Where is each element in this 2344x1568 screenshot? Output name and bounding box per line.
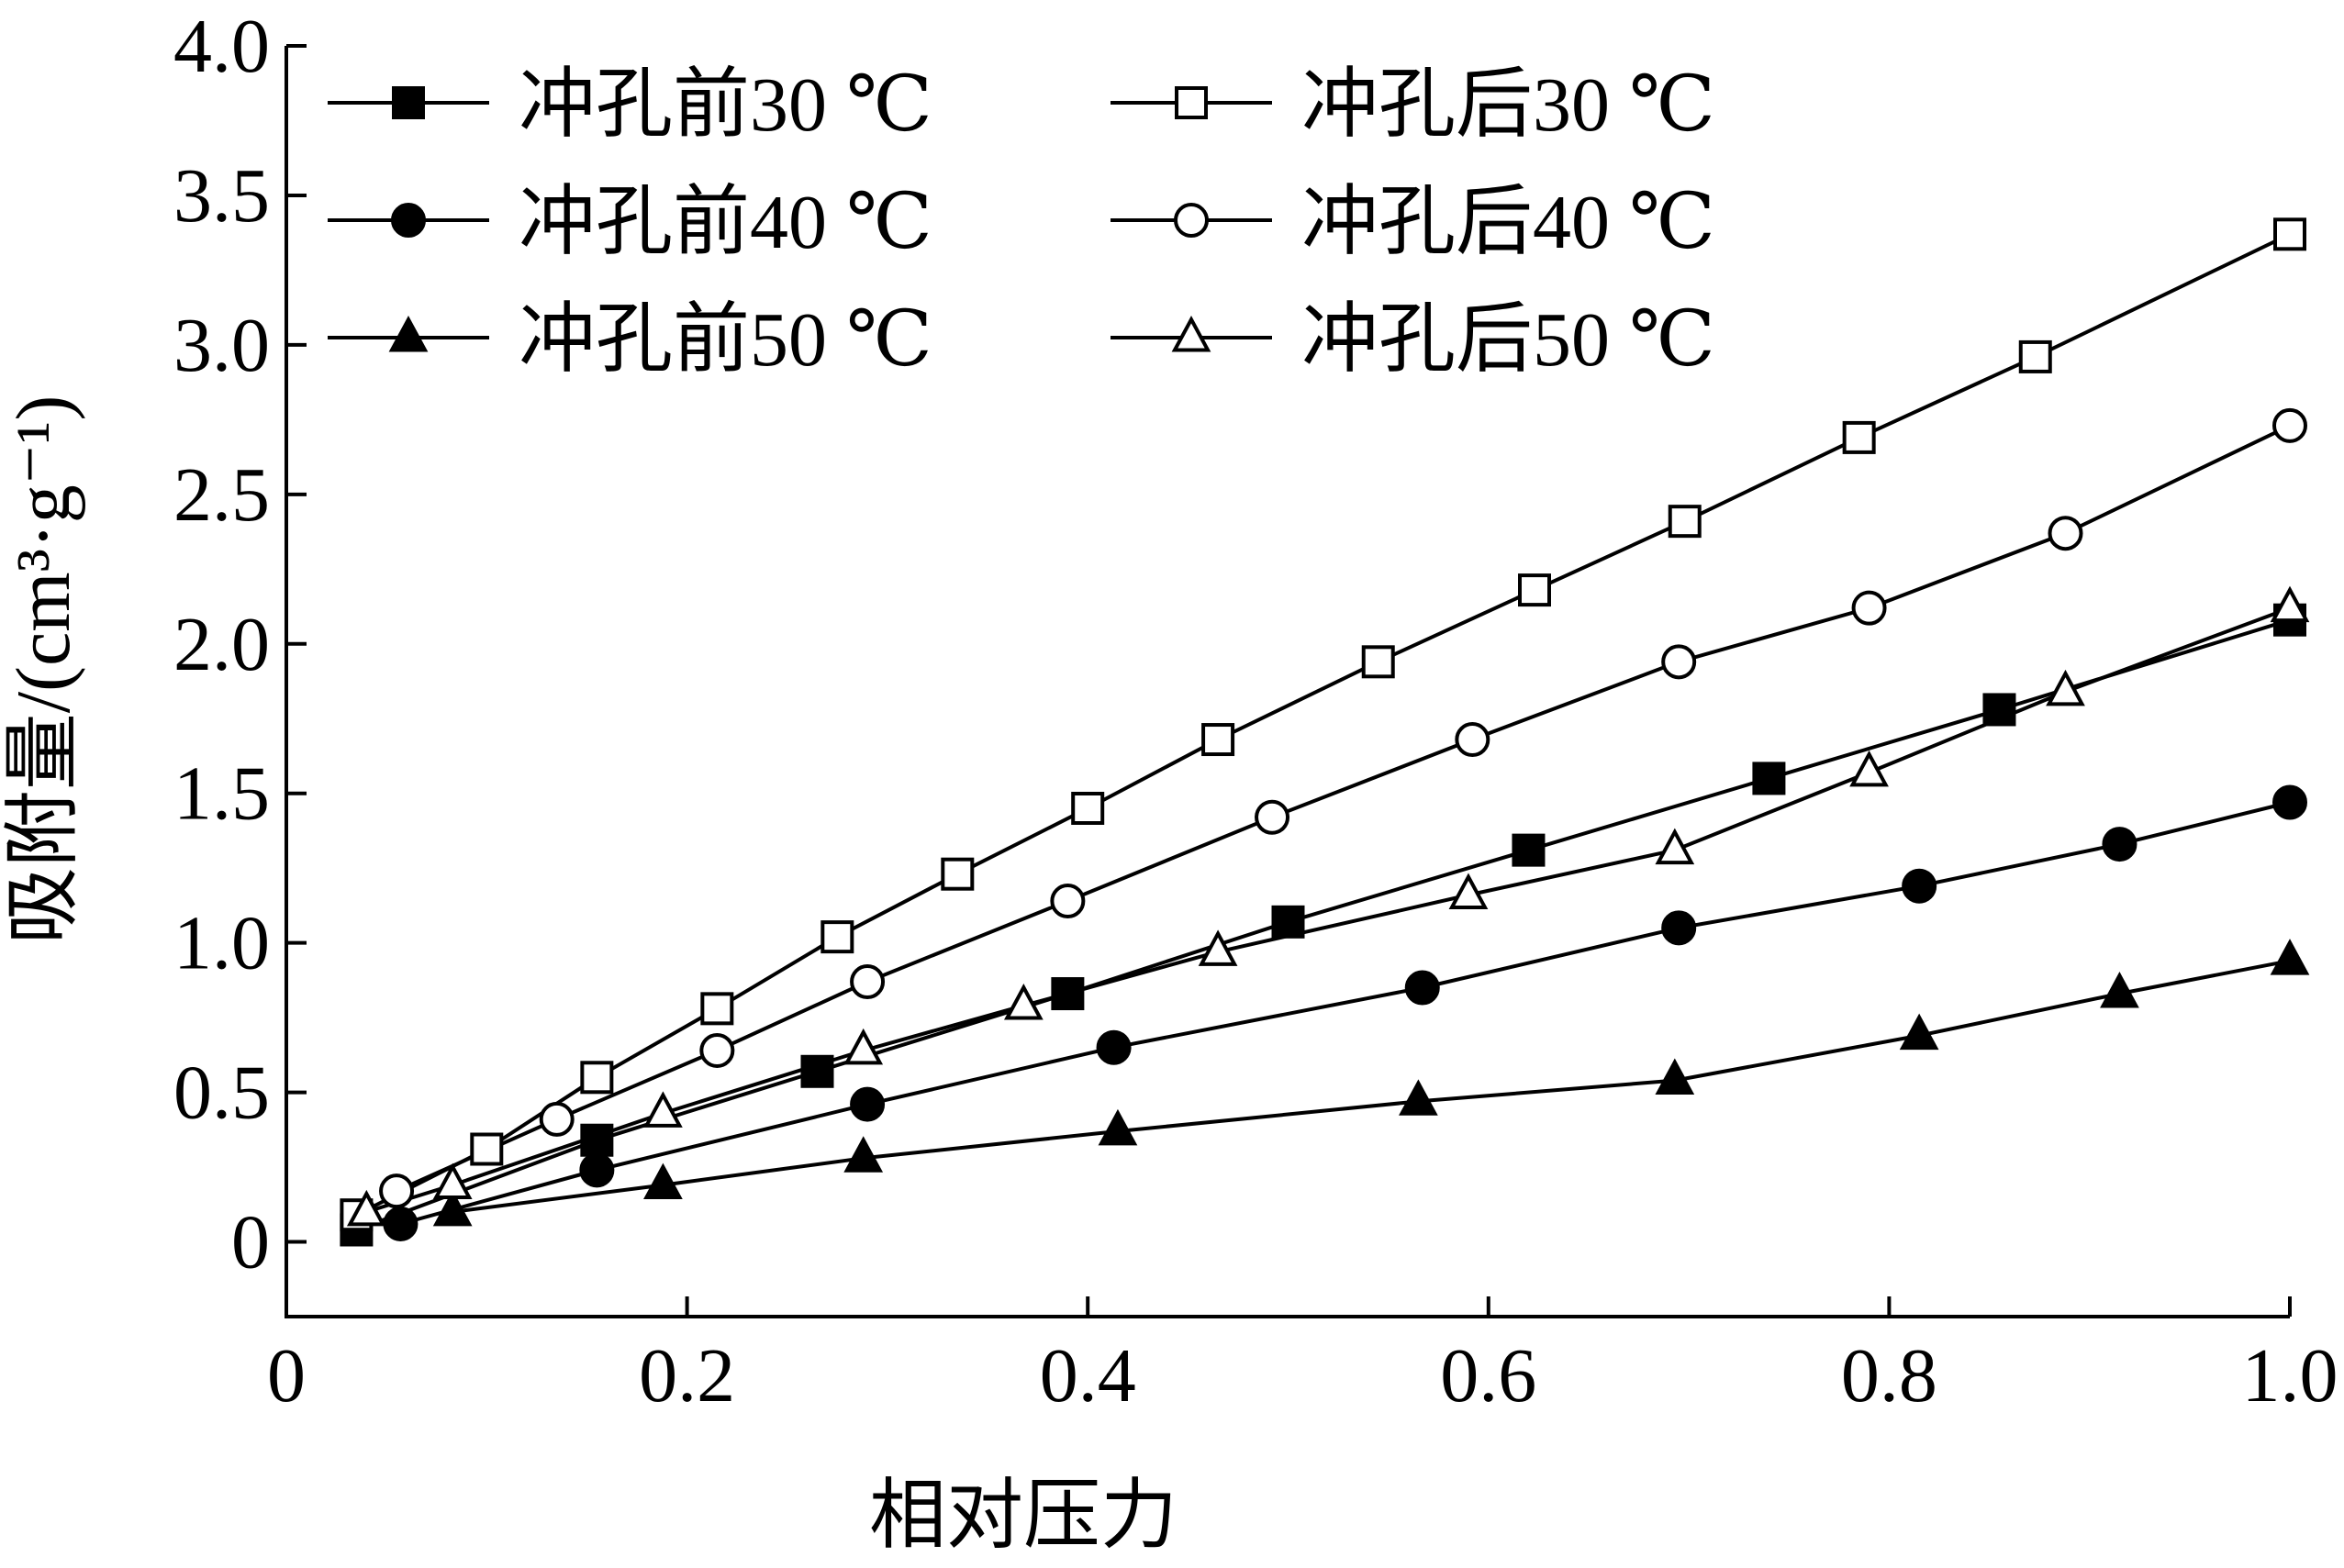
data-point-2 [2102,827,2138,862]
y-tick-label: 0.5 [173,1051,270,1136]
data-point-4 [1842,420,1876,454]
data-point-3 [432,1189,473,1227]
x-tick-label: 0.4 [1040,1333,1136,1418]
series-line-4 [355,232,2291,1217]
series-lines [355,232,2291,1232]
data-point-3 [2270,939,2310,975]
data-point-5 [2272,407,2307,443]
data-point-6 [1849,750,1889,787]
series-line-2 [399,800,2291,1226]
data-point-4 [700,992,734,1026]
data-point-3 [2100,972,2139,1008]
series-markers [340,217,2310,1247]
data-point-5 [850,964,886,1000]
data-point-4 [580,1061,614,1095]
data-point-5 [1255,799,1290,835]
data-point-6 [432,1162,473,1200]
axes: 0 0.2 0.4 0.6 0.8 1.0 0 0.5 1.0 1.5 2.0 2.5 3.0 3.5 4.… [173,4,2338,1418]
data-point-4 [1361,645,1395,679]
data-point-4 [941,857,975,891]
legend-label: 冲孔前40 ℃ [519,180,932,265]
legend: 冲孔前30 ℃ 冲孔前40 ℃ 冲孔前50 ℃ 冲孔后30 ℃ 冲孔后40 ℃ 冲孔后50… [328,62,1715,383]
data-point-5 [1851,590,1887,626]
data-point-6 [643,1091,683,1128]
data-point-6 [1198,929,1238,966]
x-tick-label: 1.0 [2242,1333,2338,1418]
y-tick-label: 0 [231,1200,270,1285]
legend-label: 冲孔后50 ℃ [1301,297,1715,383]
legend-marker [1175,86,1208,119]
y-axis-title: 吸附量/(cm³·g⁻¹) [1,395,86,945]
x-axis-title: 相对压力 [869,1473,1178,1559]
data-point-2 [579,1152,615,1188]
legend-label: 冲孔后40 ℃ [1301,180,1715,265]
data-point-4 [2273,217,2306,251]
data-point-2 [1096,1029,1132,1065]
data-point-5 [1455,722,1490,758]
data-point-3 [1655,1058,1695,1095]
data-point-3 [1098,1108,1138,1146]
x-tick-label: 0 [267,1333,306,1418]
data-point-3 [843,1136,884,1173]
data-point-2 [383,1206,419,1241]
y-tick-label: 4.0 [173,4,270,89]
data-point-5 [1661,644,1697,680]
data-point-2 [1661,910,1697,946]
legend-marker [391,203,426,238]
y-tick-label: 2.5 [173,452,270,538]
data-point-6 [843,1028,884,1065]
x-tick-label: 0.2 [639,1333,735,1418]
data-point-3 [643,1162,683,1200]
data-point-4 [1201,723,1235,757]
data-point-4 [1518,573,1552,607]
data-point-5 [2048,516,2083,551]
series-line-5 [396,424,2291,1193]
data-point-2 [2272,784,2307,820]
data-point-5 [379,1173,415,1209]
legend-marker [1174,203,1209,238]
data-point-6 [1448,873,1489,909]
data-point-6 [2046,669,2085,706]
data-point-6 [1003,984,1044,1020]
data-point-2 [850,1086,886,1122]
data-point-4 [1071,792,1105,825]
legend-label: 冲孔前30 ℃ [519,62,932,148]
legend-marker [388,315,429,352]
data-point-1 [1051,977,1085,1011]
data-point-5 [1050,884,1086,919]
y-tick-label: 3.5 [173,153,270,239]
data-point-4 [820,920,854,954]
data-point-1 [1982,693,2016,727]
data-point-1 [1752,762,1786,795]
data-point-4 [2018,339,2052,373]
data-point-1 [580,1123,614,1157]
legend-marker [392,86,425,119]
data-point-5 [699,1032,735,1068]
data-point-4 [1668,505,1702,539]
x-tick-label: 0.6 [1440,1333,1536,1418]
data-point-5 [539,1101,575,1137]
data-point-6 [1655,828,1695,865]
data-point-6 [2270,585,2310,623]
data-point-2 [1404,970,1440,1006]
y-tick-label: 1.5 [173,751,270,837]
legend-marker [1171,315,1211,352]
data-point-6 [346,1189,386,1227]
data-point-3 [1399,1079,1438,1116]
data-point-3 [1899,1013,1939,1051]
data-point-1 [800,1054,834,1088]
data-point-1 [1512,833,1546,867]
data-point-4 [470,1132,504,1166]
data-point-1 [1271,905,1305,939]
legend-label: 冲孔后30 ℃ [1301,62,1715,148]
y-tick-label: 3.0 [173,303,270,388]
data-point-2 [1902,868,1937,904]
y-tick-label: 1.0 [173,901,270,986]
x-tick-label: 0.8 [1841,1333,1937,1418]
legend-label: 冲孔前50 ℃ [519,297,932,383]
y-tick-label: 2.0 [173,602,270,687]
